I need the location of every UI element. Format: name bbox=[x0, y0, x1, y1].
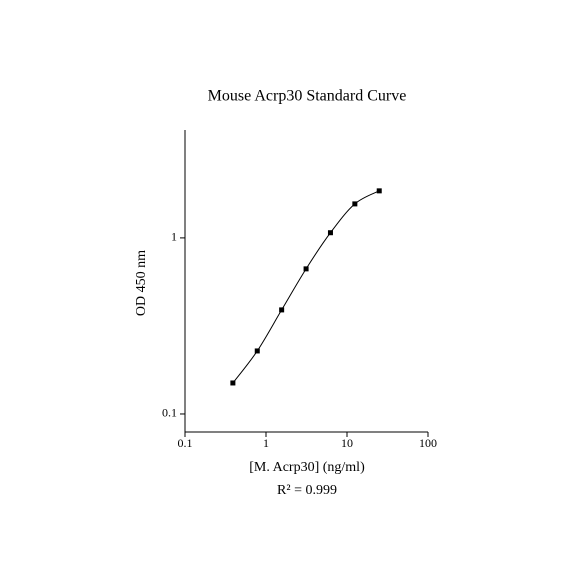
y-axis-label: OD 450 nm bbox=[134, 250, 149, 316]
annotation: R² = 0.999 bbox=[277, 483, 337, 498]
x-tick-label: 1 bbox=[263, 436, 269, 450]
point bbox=[352, 201, 358, 207]
y-tick-label: 1 bbox=[171, 230, 177, 244]
fit-curve bbox=[232, 190, 380, 384]
x-tick-label: 0.1 bbox=[178, 436, 193, 450]
x-tick-label: 10 bbox=[341, 436, 353, 450]
x-axis-label: [M. Acrp30] (ng/ml) bbox=[249, 460, 365, 475]
point bbox=[254, 348, 260, 354]
y-tick-label: 0.1 bbox=[162, 406, 177, 420]
point bbox=[376, 188, 382, 194]
point bbox=[279, 307, 285, 313]
point bbox=[303, 266, 309, 272]
point bbox=[327, 230, 333, 236]
chart-title: Mouse Acrp30 Standard Curve bbox=[208, 88, 407, 105]
x-tick-label: 100 bbox=[419, 436, 437, 450]
point bbox=[230, 380, 236, 386]
